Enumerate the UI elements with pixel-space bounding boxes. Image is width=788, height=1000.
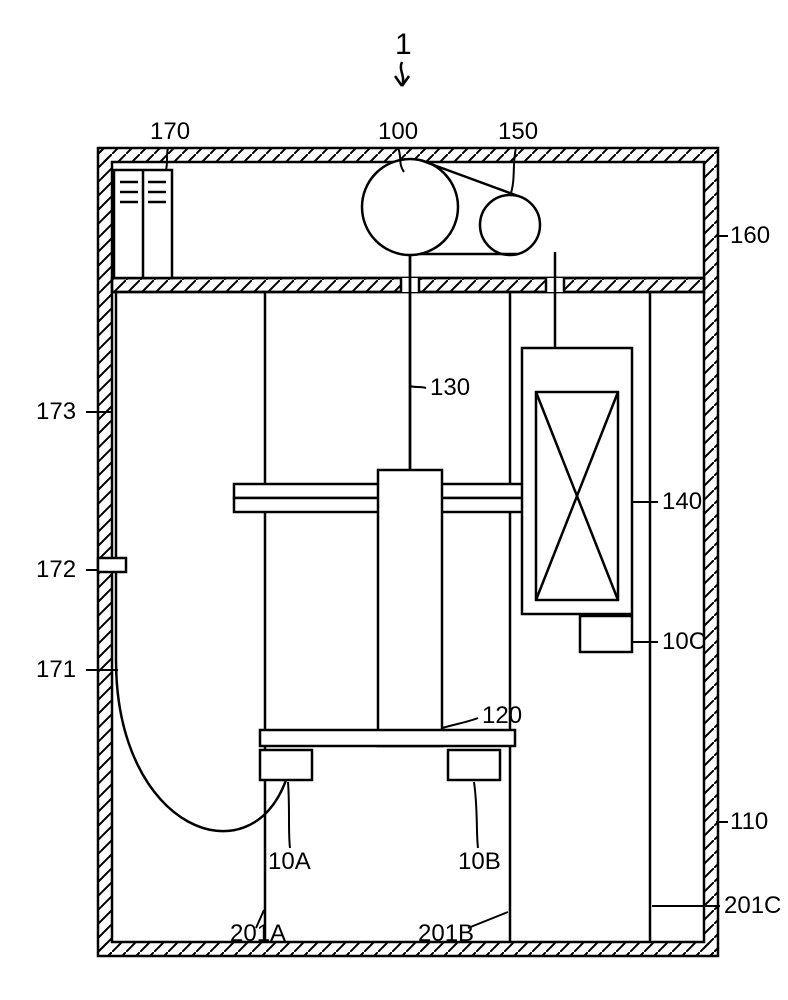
diagram-canvas: 1 bbox=[0, 0, 788, 1000]
label-100: 100 bbox=[378, 118, 418, 146]
label-170: 170 bbox=[150, 118, 190, 146]
label-173: 173 bbox=[36, 398, 76, 426]
label-10C: 10C bbox=[662, 628, 706, 656]
label-201C: 201C bbox=[724, 892, 781, 920]
label-140: 140 bbox=[662, 488, 702, 516]
label-171: 171 bbox=[36, 656, 76, 684]
label-110: 110 bbox=[730, 808, 768, 836]
label-172: 172 bbox=[36, 556, 76, 584]
label-160: 160 bbox=[730, 222, 770, 250]
label-201A: 201A bbox=[230, 920, 286, 948]
label-201B: 201B bbox=[418, 920, 474, 948]
label-150: 150 bbox=[498, 118, 538, 146]
label-10B: 10B bbox=[458, 848, 501, 876]
label-130: 130 bbox=[430, 374, 470, 402]
label-120: 120 bbox=[482, 702, 522, 730]
label-10A: 10A bbox=[268, 848, 311, 876]
